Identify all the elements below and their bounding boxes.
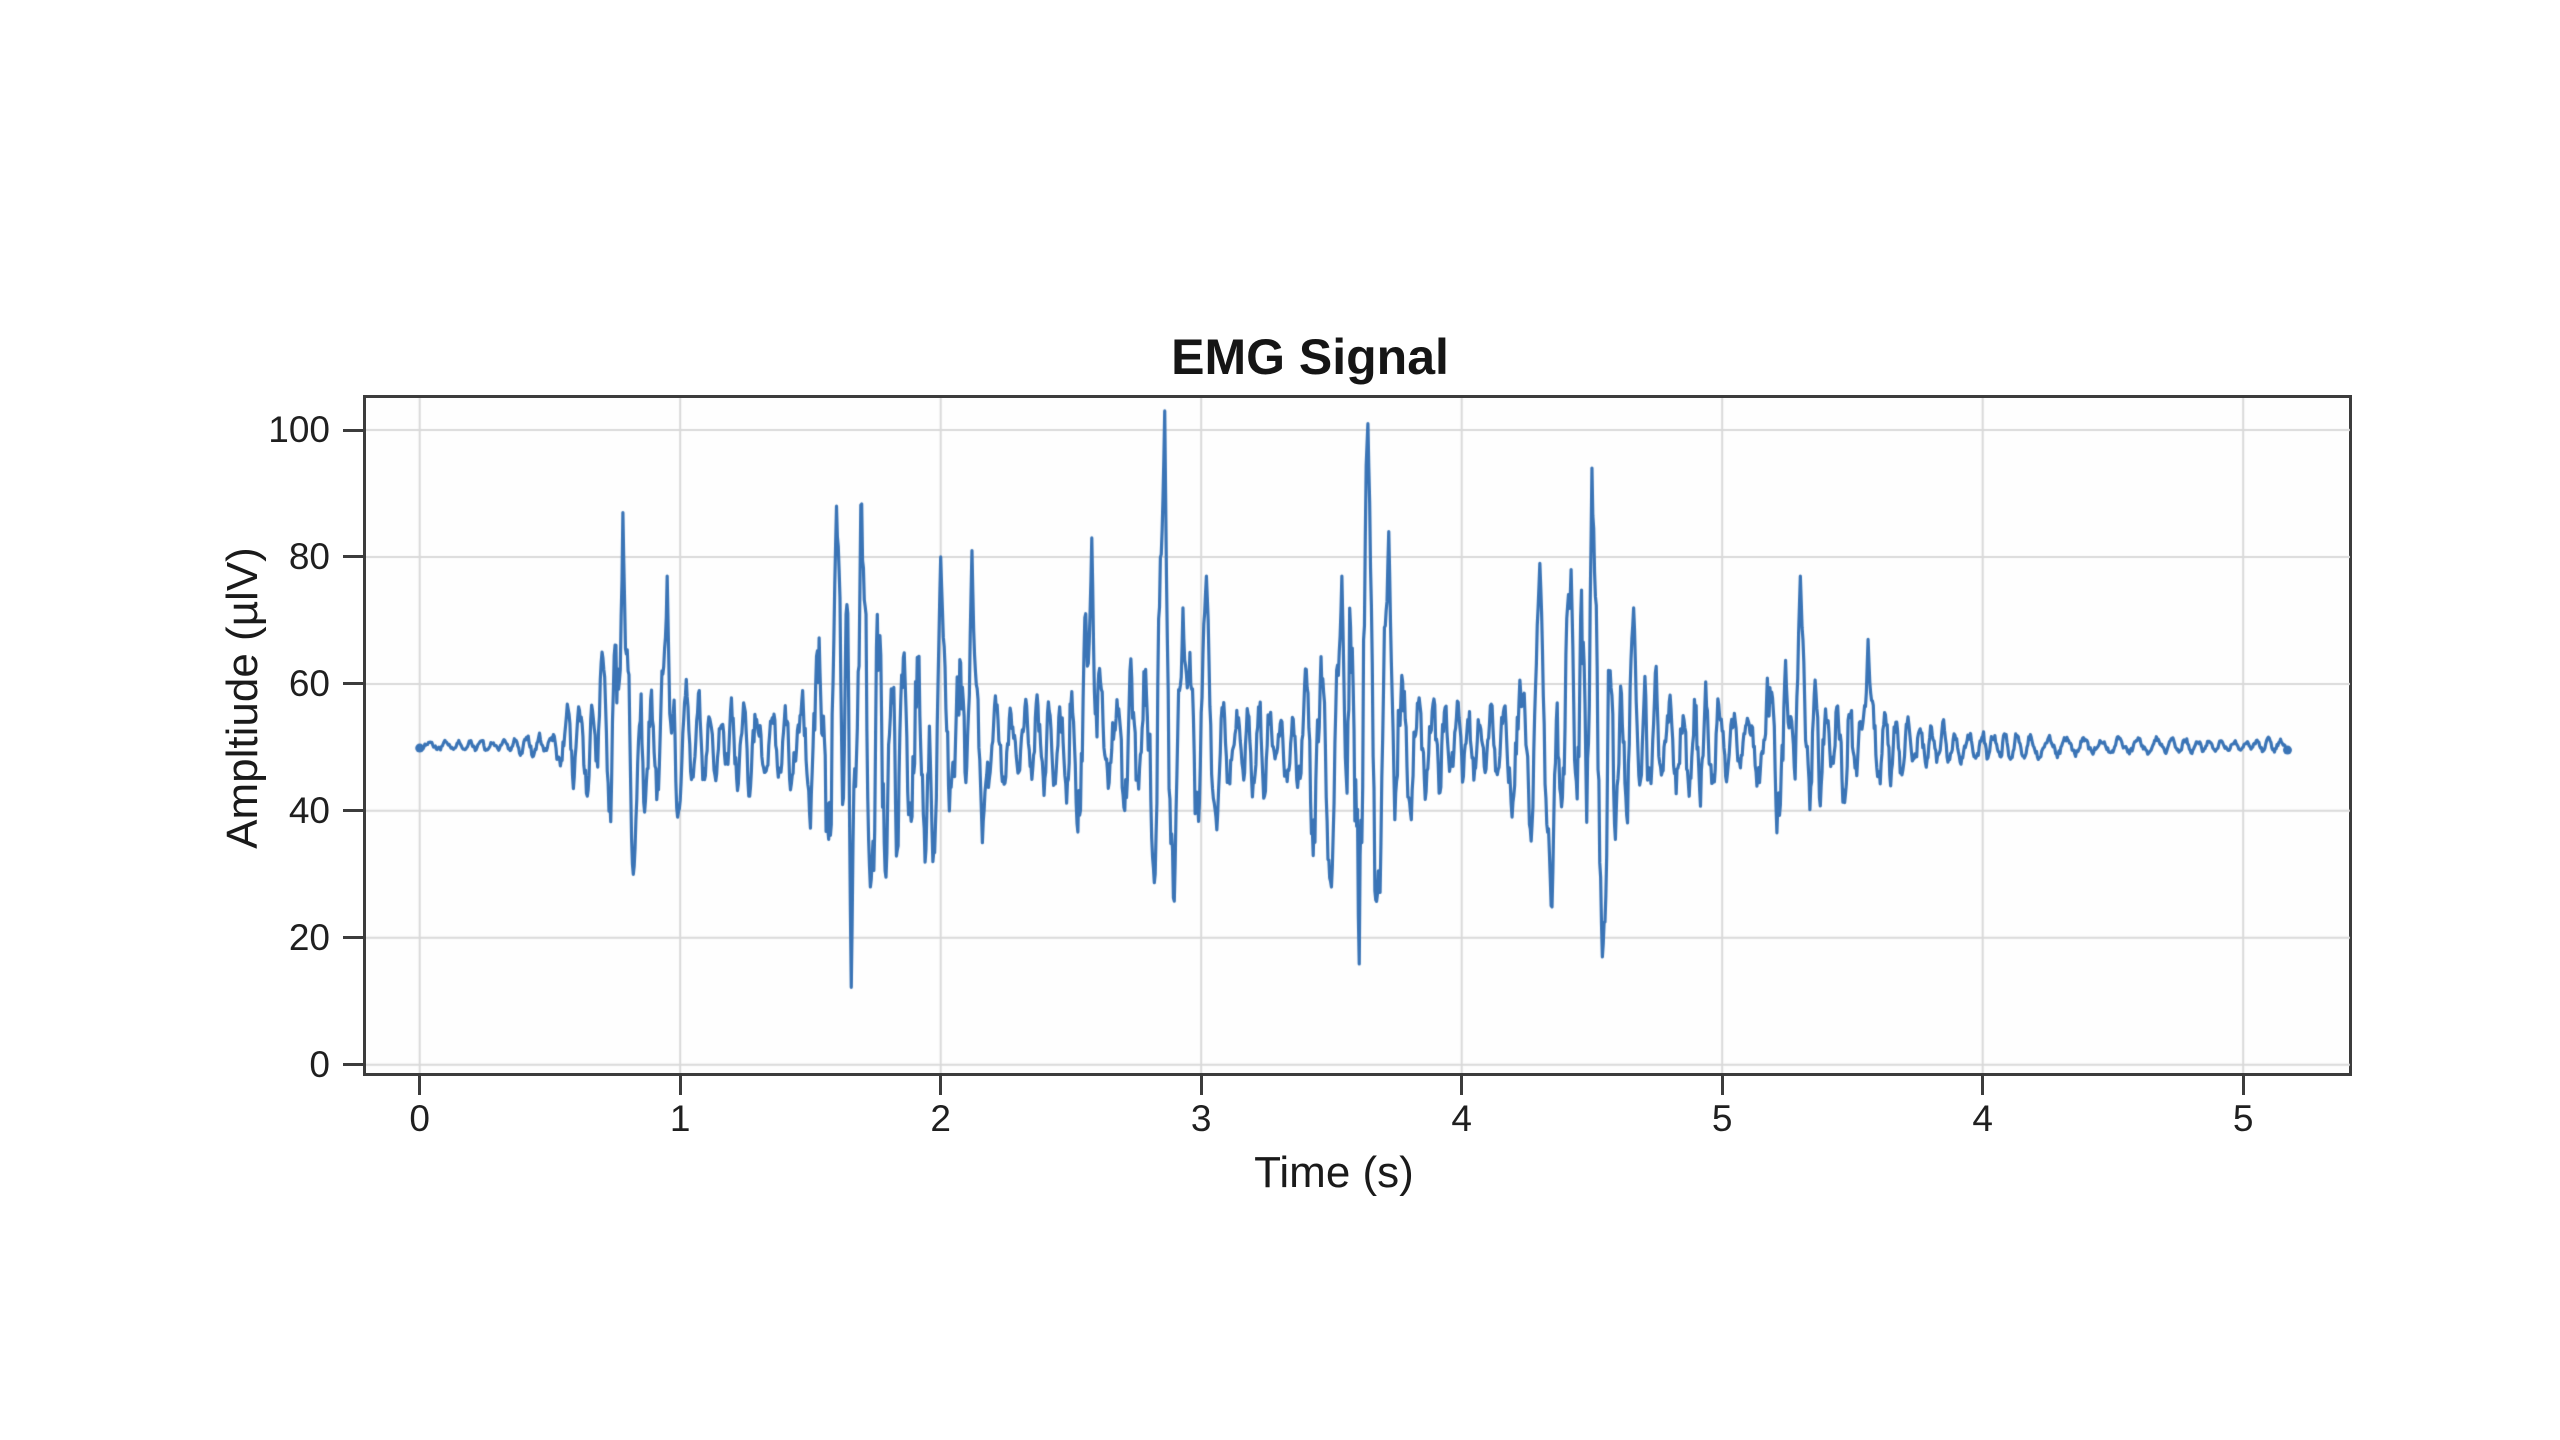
x-tick-mark — [418, 1073, 422, 1095]
y-axis-label: Ampltiude (µlV) — [218, 547, 267, 849]
y-tick-mark — [343, 555, 365, 559]
y-tick-label: 100 — [268, 409, 330, 450]
x-tick-mark — [1981, 1073, 1985, 1095]
y-tick-mark — [343, 1063, 365, 1067]
y-tick-label: 80 — [288, 535, 330, 577]
x-tick-label: 2 — [930, 1098, 951, 1139]
x-tick-label: 0 — [409, 1098, 430, 1139]
x-tick-label: 4 — [1451, 1098, 1472, 1139]
chart-title: EMG Signal — [1171, 329, 1449, 385]
x-tick-mark — [1199, 1073, 1203, 1095]
x-tick-label: 1 — [669, 1098, 691, 1139]
x-tick-mark — [1720, 1073, 1724, 1095]
y-tick-label: 40 — [288, 789, 330, 831]
y-tick-mark — [343, 428, 365, 432]
emg-waveform-canvas — [366, 398, 2350, 1073]
y-tick-label: 0 — [309, 1043, 330, 1085]
y-tick-mark — [343, 682, 365, 686]
x-tick-label: 5 — [1711, 1098, 1733, 1139]
x-tick-label: 3 — [1190, 1098, 1212, 1139]
x-tick-label: 5 — [2232, 1098, 2254, 1139]
y-tick-mark — [343, 809, 365, 813]
x-tick-mark — [678, 1073, 682, 1095]
y-tick-label: 20 — [288, 916, 330, 958]
y-tick-label: 60 — [288, 662, 330, 704]
x-tick-mark — [1460, 1073, 1464, 1095]
x-tick-mark — [2241, 1073, 2245, 1095]
x-axis-label: Time (s) — [1254, 1148, 1414, 1197]
x-tick-mark — [939, 1073, 943, 1095]
y-tick-mark — [343, 936, 365, 940]
x-tick-label: 4 — [1972, 1098, 1993, 1139]
